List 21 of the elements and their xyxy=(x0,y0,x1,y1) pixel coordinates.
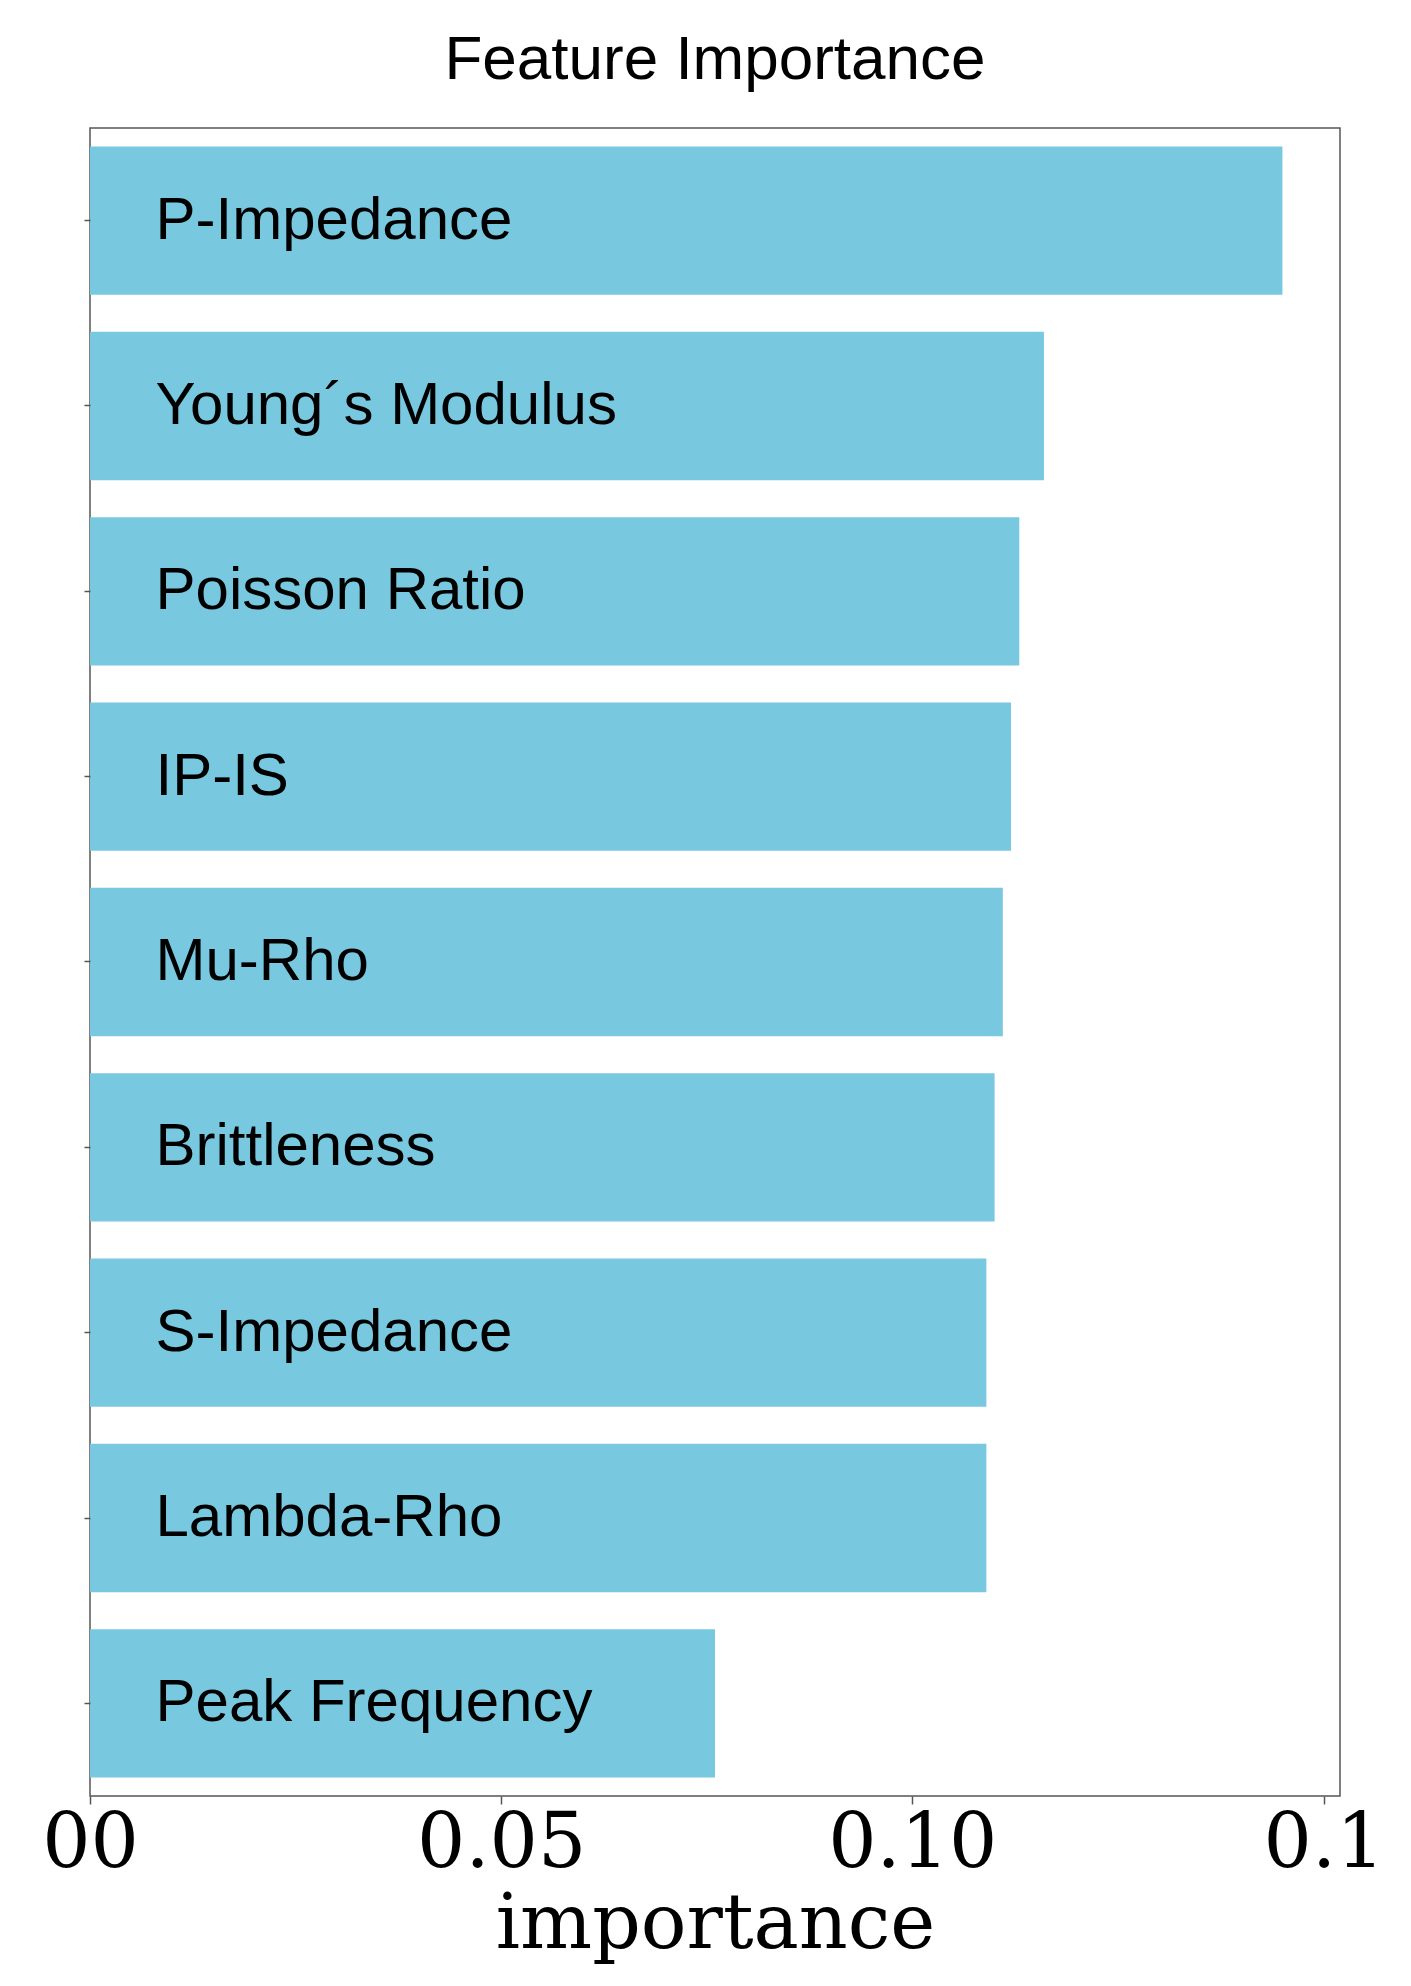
y-tick-label: Lambda-Rho xyxy=(155,1482,503,1549)
bar xyxy=(90,517,1020,666)
bar xyxy=(90,146,1283,295)
bar xyxy=(90,1258,987,1407)
y-tick-label: Young´s Modulus xyxy=(155,370,617,437)
y-tick-label: Mu-Rho xyxy=(155,926,369,993)
chart-title: Feature Importance xyxy=(444,23,986,92)
y-tick-label: Brittleness xyxy=(155,1111,436,1179)
y-tick-label: S-Impedance xyxy=(155,1296,513,1364)
x-tick-label: 00 xyxy=(42,1795,139,1885)
y-tick-label: IP-IS xyxy=(155,740,289,808)
x-tick-label: 0.1 xyxy=(1263,1795,1385,1885)
bar xyxy=(90,1073,995,1222)
y-tick-label: Peak Frequency xyxy=(155,1667,593,1735)
y-tick-label: Poisson Ratio xyxy=(155,555,526,623)
bar xyxy=(90,1443,987,1593)
y-tick-label: P-Impedance xyxy=(155,184,513,252)
bar xyxy=(90,887,1003,1037)
bar xyxy=(90,702,1012,851)
bar xyxy=(90,1629,715,1778)
bar xyxy=(90,331,1044,481)
